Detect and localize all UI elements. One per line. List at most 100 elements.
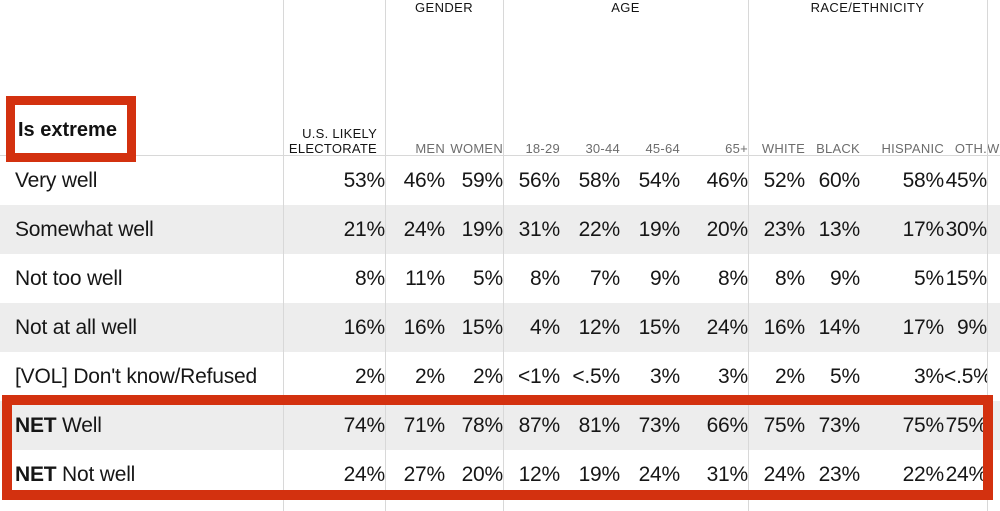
row-label-bold: NET: [15, 413, 57, 437]
row-label: Not too well: [0, 254, 283, 303]
cell-value: 73%: [620, 401, 680, 450]
cell-value: 71%: [385, 401, 445, 450]
row-label: Somewhat well: [0, 205, 283, 254]
cell-value: 75%: [944, 401, 987, 450]
cell-value: 30%: [944, 205, 987, 254]
cell-value: 24%: [945, 462, 987, 486]
cell-value: 87%: [503, 401, 560, 450]
cell-value: 14%: [805, 303, 860, 352]
cell-value: 16%: [748, 303, 805, 352]
cell-value: 5%: [914, 266, 944, 290]
column-header-clipped: W: [987, 141, 1000, 156]
table-row-very-well: Very well 53% 46% 59% 56% 58% 54% 46% 52…: [0, 156, 1000, 205]
cell-value: 17%: [860, 205, 944, 254]
row-label: Not at all well: [0, 303, 283, 352]
group-header-gender: GENDER: [415, 0, 473, 15]
column-header-women: WOMEN: [450, 141, 503, 156]
cell-value: 8%: [718, 266, 748, 290]
cell-value: 23%: [818, 462, 860, 486]
cell-value: 24%: [343, 462, 385, 486]
cell-value: 45%: [945, 168, 987, 192]
cell-value: 11%: [405, 266, 445, 290]
column-divider-line: [748, 0, 749, 511]
cell-value: 46%: [403, 168, 445, 192]
cell-value: 19%: [445, 205, 503, 254]
column-header-hispanic: HISPANIC: [881, 141, 944, 156]
cell-value: 16%: [283, 303, 385, 352]
cell-value: 75%: [860, 401, 944, 450]
cell-value-clipped: [987, 352, 1000, 401]
cell-value: 74%: [283, 401, 385, 450]
cell-value: 78%: [445, 401, 503, 450]
cell-value: 15%: [620, 303, 680, 352]
header-divider-line: [0, 155, 1000, 156]
cell-value: 9%: [830, 266, 860, 290]
table-row-net-not-well: NET Not well 24% 27% 20% 12% 19% 24% 31%…: [0, 450, 1000, 499]
cell-value: 12%: [518, 462, 560, 486]
cell-value: 2%: [415, 364, 445, 388]
table-row-net-well: NET Well 74% 71% 78% 87% 81% 73% 66% 75%…: [0, 401, 1000, 450]
table-row-not-at-all-well: Not at all well 16% 16% 15% 4% 12% 15% 2…: [0, 303, 1000, 352]
cell-value: 24%: [385, 205, 445, 254]
question-highlight-box: [6, 96, 136, 162]
question-label: Is extreme: [18, 119, 117, 141]
cell-value: 20%: [680, 205, 748, 254]
cell-value: 2%: [355, 364, 385, 388]
cell-value: 4%: [503, 303, 560, 352]
row-label-text: [VOL] Don't know/Refused: [15, 364, 258, 388]
cell-value: 24%: [763, 462, 805, 486]
cell-value: 24%: [680, 303, 748, 352]
cell-value: 5%: [830, 364, 860, 388]
cell-value: 7%: [590, 266, 620, 290]
column-header-men: MEN: [415, 141, 445, 156]
cell-value: 3%: [914, 364, 944, 388]
cell-value: 20%: [461, 462, 503, 486]
cell-value: 2%: [473, 364, 503, 388]
column-header-white: WHITE: [761, 141, 805, 156]
cell-value: 73%: [805, 401, 860, 450]
cell-value: <.5%: [944, 364, 987, 388]
row-label-text: Somewhat well: [15, 217, 154, 241]
row-label-text: Very well: [15, 168, 98, 192]
row-label: NET Well: [0, 401, 283, 450]
cell-value: 12%: [560, 303, 620, 352]
cell-value: 58%: [578, 168, 620, 192]
column-header-age-45-64: 45-64: [645, 141, 680, 156]
row-label-text: Well: [56, 413, 102, 437]
row-label: [VOL] Don't know/Refused: [0, 352, 283, 401]
column-header-row: Is extreme U.S. LIKELY ELECTORATE MEN WO…: [0, 80, 1000, 156]
cell-value: 5%: [473, 266, 503, 290]
cell-value: 8%: [775, 266, 805, 290]
clipped-blank: [987, 0, 1000, 80]
cell-value: 9%: [650, 266, 680, 290]
cell-value: 56%: [518, 168, 560, 192]
cell-value: 22%: [902, 462, 944, 486]
net-rows-highlight-box: [2, 395, 993, 500]
column-divider-line: [503, 0, 504, 511]
column-header-black: BLACK: [816, 141, 860, 156]
column-header-age-65plus: 65+: [725, 141, 748, 156]
cell-value: 27%: [403, 462, 445, 486]
cell-value: 31%: [503, 205, 560, 254]
group-header-age: AGE: [611, 0, 640, 15]
cell-value: 54%: [638, 168, 680, 192]
row-label: NET Not well: [0, 450, 283, 499]
column-divider-line: [385, 0, 386, 511]
cell-value: 24%: [638, 462, 680, 486]
cell-value: 66%: [680, 401, 748, 450]
cell-value: 9%: [944, 303, 987, 352]
group-header-race: RACE/ETHNICITY: [810, 0, 925, 15]
cell-value-clipped: [987, 156, 1000, 205]
cell-value: 59%: [461, 168, 503, 192]
cell-value: 16%: [385, 303, 445, 352]
table-row-vol-dont-know: [VOL] Don't know/Refused 2% 2% 2% <1% <.…: [0, 352, 1000, 401]
column-header-electorate: U.S. LIKELY ELECTORATE: [288, 126, 377, 156]
column-divider-line: [283, 0, 284, 511]
cell-value: 15%: [945, 266, 987, 290]
group-header-row: GENDER AGE RACE/ETHNICITY: [0, 0, 1000, 80]
cell-value: 2%: [775, 364, 805, 388]
column-header-age-30-44: 30-44: [585, 141, 620, 156]
table-row-not-too-well: Not too well 8% 11% 5% 8% 7% 9% 8% 8% 9%…: [0, 254, 1000, 303]
row-label-text: Not well: [56, 462, 136, 486]
